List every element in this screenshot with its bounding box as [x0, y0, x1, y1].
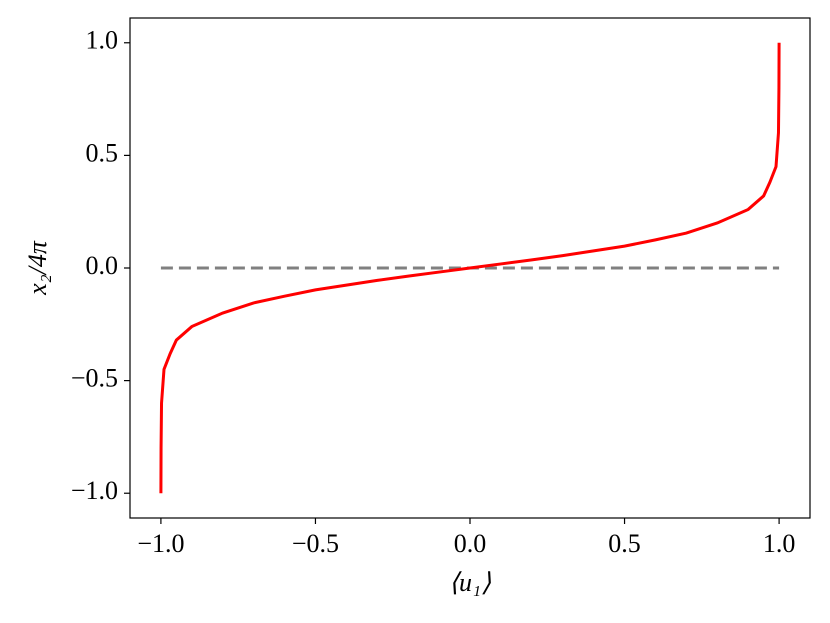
data-line: [159, 42, 781, 494]
x-tick-label: 0.0: [454, 529, 487, 558]
x-tick-label: 0.5: [608, 529, 641, 558]
y-axis-label: x₂/4π: [23, 240, 52, 296]
x-tick-label: −0.5: [292, 529, 339, 558]
y-tick-label: 0.5: [86, 138, 119, 167]
y-tick-label: −1.0: [71, 476, 118, 505]
plot-frame: [129, 17, 811, 519]
x-tick-label: 1.0: [763, 529, 796, 558]
x-tick-label: −1.0: [137, 529, 184, 558]
y-tick-label: 1.0: [86, 26, 119, 55]
x-axis-label: ⟨u₁⟩: [449, 568, 491, 597]
y-tick-label: −0.5: [71, 364, 118, 393]
y-tick-label: 0.0: [86, 251, 119, 280]
